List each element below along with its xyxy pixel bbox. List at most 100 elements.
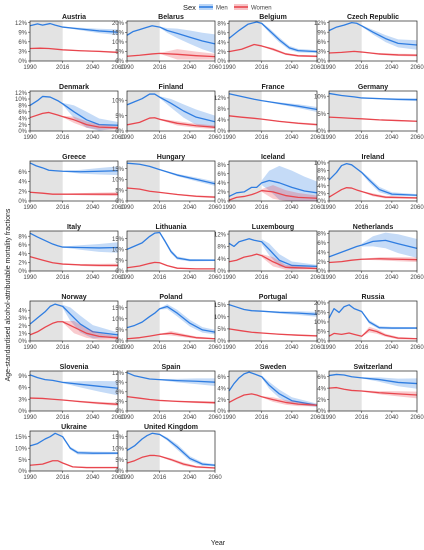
panel-border: [126, 160, 216, 202]
x-tick-label: 2060: [111, 65, 125, 71]
x-tick-label: 2060: [111, 345, 125, 351]
y-tick-label: 0%: [115, 469, 124, 475]
panel-title: Russia: [362, 294, 385, 301]
x-tick-label: 2040: [183, 345, 197, 351]
y-tick-label: 2%: [18, 261, 27, 267]
y-tick-label: 5%: [115, 114, 124, 120]
men-uncertainty-band: [159, 26, 215, 54]
x-tick-label: 2040: [285, 275, 299, 281]
y-tick-label: 12%: [112, 371, 125, 377]
panel-border: [126, 370, 216, 412]
y-tick-label: 4%: [317, 184, 326, 190]
x-tick-label: 2040: [285, 345, 299, 351]
y-tick-label: 6%: [18, 243, 27, 249]
x-tick-label: 1990: [322, 345, 336, 351]
panel-border: [328, 20, 418, 62]
y-tick-label: 0%: [18, 199, 27, 205]
y-tick-label: 6%: [217, 172, 226, 178]
x-tick-label: 2016: [255, 135, 269, 141]
x-tick-label: 2040: [285, 205, 299, 211]
x-tick-label: 2016: [153, 65, 167, 71]
men-uncertainty-band: [361, 232, 417, 258]
x-axis-title: Year: [211, 540, 226, 547]
x-tick-label: 2016: [153, 205, 167, 211]
panel-title: Ukraine: [61, 424, 87, 431]
y-tick-label: 10%: [15, 97, 28, 103]
x-tick-label: 2060: [410, 345, 424, 351]
y-tick-label: 6%: [18, 40, 27, 46]
women-series-line: [29, 47, 119, 54]
x-tick-label: 2040: [86, 345, 100, 351]
x-tick-label: 2060: [410, 415, 424, 421]
men-series-line: [328, 92, 418, 101]
men-uncertainty-band: [62, 102, 118, 131]
legend: Sex Men Women: [183, 3, 272, 12]
observed-period-shade: [127, 231, 160, 271]
men-series-line: [328, 21, 418, 46]
x-tick-label: 2016: [255, 415, 269, 421]
panel-title: Austria: [62, 14, 86, 21]
y-tick-label: 20%: [112, 21, 125, 27]
men-series-line: [126, 432, 216, 466]
panel-title: Greece: [62, 154, 86, 161]
y-tick-label: 9%: [18, 30, 27, 36]
y-tick-label: 15%: [112, 435, 125, 441]
y-tick-label: 6%: [317, 176, 326, 182]
men-series-line: [328, 304, 417, 329]
men-series-line: [126, 93, 216, 123]
y-tick-label: 15%: [112, 31, 125, 37]
x-tick-label: 1990: [23, 65, 37, 71]
y-tick-label: 4%: [217, 386, 226, 392]
men-uncertainty-band: [159, 304, 215, 335]
panel-border: [126, 430, 216, 472]
y-tick-label: 2%: [18, 123, 27, 129]
women-series-line: [228, 253, 318, 270]
y-tick-label: 6%: [18, 110, 27, 116]
observed-period-shade: [229, 371, 262, 411]
observed-period-shade: [30, 161, 63, 201]
y-tick-label: 4%: [317, 386, 326, 392]
x-tick-label: 1990: [222, 415, 236, 421]
observed-period-shade: [127, 431, 160, 471]
men-series-line: [29, 162, 119, 173]
x-tick-label: 1990: [222, 65, 236, 71]
y-tick-label: 0%: [217, 129, 226, 135]
panel-title: Finland: [159, 84, 184, 91]
y-tick-label: 0%: [18, 59, 27, 65]
women-series-line: [126, 332, 216, 340]
y-tick-label: 9%: [115, 380, 124, 386]
panel-border: [29, 300, 119, 342]
y-tick-label: 2%: [18, 324, 27, 330]
x-tick-label: 2060: [310, 415, 324, 421]
y-tick-label: 10%: [112, 446, 125, 452]
men-series-line: [328, 373, 418, 385]
x-tick-label: 1990: [322, 415, 336, 421]
women-uncertainty-band: [361, 191, 417, 199]
women-uncertainty-band: [62, 115, 118, 130]
observed-period-shade: [30, 231, 63, 271]
y-tick-label: 5%: [115, 258, 124, 264]
x-tick-label: 2040: [86, 135, 100, 141]
panel-title: Netherlands: [353, 224, 394, 231]
y-axis-title: Age-standardised alcohol-attributable mo…: [5, 208, 12, 381]
men-series-line: [126, 231, 215, 261]
y-tick-label: 12%: [214, 96, 227, 102]
panel-title: Belarus: [158, 14, 184, 21]
x-tick-label: 2040: [86, 275, 100, 281]
y-tick-label: 2%: [18, 189, 27, 195]
x-tick-label: 2040: [385, 205, 399, 211]
panel-title: United Kingdom: [144, 424, 198, 431]
panel-title: Denmark: [59, 84, 89, 91]
y-tick-label: 4%: [217, 257, 226, 263]
men-uncertainty-band: [62, 304, 118, 339]
men-uncertainty-band: [62, 381, 118, 396]
x-tick-label: 1990: [120, 135, 134, 141]
y-tick-label: 3%: [317, 50, 326, 56]
x-tick-label: 2060: [410, 205, 424, 211]
y-tick-label: 0%: [317, 269, 326, 275]
y-tick-label: 0%: [18, 409, 27, 415]
x-tick-label: 2040: [183, 415, 197, 421]
x-tick-label: 1990: [23, 205, 37, 211]
x-tick-label: 2016: [153, 415, 167, 421]
y-tick-label: 2%: [217, 398, 226, 404]
